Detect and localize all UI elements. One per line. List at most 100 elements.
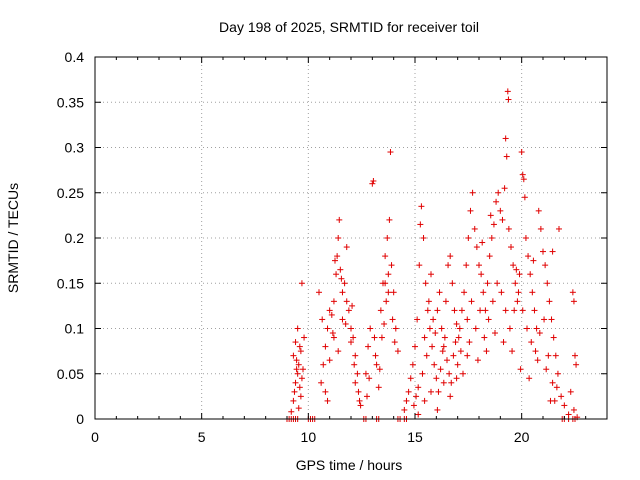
data-point — [333, 271, 340, 278]
data-point — [550, 334, 557, 341]
data-point — [529, 289, 536, 296]
data-point — [430, 316, 437, 323]
data-point — [483, 348, 490, 355]
data-point — [328, 311, 335, 318]
y-tick-label: 0.15 — [57, 275, 84, 291]
data-point — [417, 221, 424, 228]
data-point — [492, 330, 498, 337]
data-point — [497, 207, 504, 214]
data-point — [572, 352, 578, 359]
data-point — [537, 225, 544, 232]
x-tick-label: 15 — [407, 429, 423, 445]
data-point — [472, 325, 479, 332]
data-point — [371, 334, 378, 341]
data-point — [288, 408, 295, 415]
data-point — [394, 348, 401, 355]
data-point — [349, 302, 356, 309]
data-point — [573, 361, 580, 368]
y-tick-label: 0.05 — [57, 366, 84, 382]
data-point — [503, 153, 510, 160]
data-point — [451, 307, 458, 314]
data-point — [326, 357, 333, 364]
data-point — [330, 334, 337, 341]
data-point — [385, 289, 392, 296]
data-point — [339, 289, 346, 296]
data-point — [390, 289, 397, 296]
data-point — [355, 388, 362, 395]
data-point — [293, 366, 300, 373]
data-point — [420, 235, 427, 241]
data-point — [329, 330, 336, 337]
data-point — [450, 352, 457, 359]
data-point — [296, 343, 303, 350]
data-point — [332, 257, 338, 264]
data-point — [338, 275, 345, 282]
x-axis-label: GPS time / hours — [296, 457, 403, 473]
data-point — [334, 253, 341, 260]
x-tick-label: 0 — [91, 429, 99, 445]
data-point — [295, 405, 302, 412]
data-point — [322, 343, 329, 350]
data-point — [463, 262, 470, 269]
data-point — [467, 207, 474, 214]
data-point — [524, 325, 530, 332]
data-point — [300, 366, 306, 373]
data-point — [549, 379, 556, 386]
data-point — [352, 379, 359, 386]
data-point — [455, 334, 462, 341]
data-point — [292, 339, 299, 346]
y-tick-label: 0.2 — [65, 230, 85, 246]
data-point — [343, 298, 350, 305]
data-point — [547, 397, 554, 404]
data-point — [348, 339, 354, 346]
data-point — [438, 325, 445, 332]
data-point — [378, 334, 385, 341]
data-point — [504, 88, 511, 95]
y-tick-label: 0 — [76, 411, 84, 427]
data-point — [487, 212, 494, 219]
data-point — [429, 343, 436, 350]
data-point — [369, 180, 376, 187]
data-point — [456, 325, 463, 332]
data-point — [476, 262, 482, 269]
data-point — [370, 177, 377, 184]
data-point — [544, 280, 551, 287]
data-point — [509, 348, 516, 355]
data-point — [515, 289, 522, 296]
data-point — [525, 253, 532, 260]
data-point — [486, 253, 493, 260]
data-point — [330, 298, 337, 305]
data-point — [445, 262, 452, 269]
data-point — [444, 357, 450, 364]
data-point — [301, 334, 308, 341]
data-point — [295, 361, 302, 368]
axes: 0 5 10 15 20 0 0.05 0.1 0.15 0.2 0.25 0.3 0.35 0.4 — [57, 49, 607, 445]
y-tick-label: 0.4 — [65, 49, 85, 65]
data-point — [464, 352, 471, 359]
x-tick-label: 10 — [301, 429, 317, 445]
data-point — [534, 357, 541, 364]
data-point — [460, 370, 466, 377]
data-point — [570, 406, 577, 413]
data-point — [526, 375, 533, 382]
data-points — [284, 88, 581, 422]
data-point — [479, 239, 486, 246]
data-point — [521, 194, 528, 201]
data-point — [342, 320, 349, 327]
data-point — [335, 348, 342, 355]
data-point — [482, 307, 489, 314]
data-point — [516, 271, 523, 278]
data-point — [405, 388, 412, 395]
data-point — [290, 397, 297, 404]
data-point — [471, 225, 478, 232]
data-point — [401, 406, 408, 413]
data-point — [452, 339, 459, 346]
data-point — [410, 402, 417, 409]
data-point — [388, 262, 395, 269]
data-point — [493, 198, 500, 205]
data-point — [457, 348, 464, 355]
y-tick-label: 0.3 — [65, 140, 85, 156]
data-point — [435, 388, 442, 395]
data-point — [383, 298, 390, 305]
